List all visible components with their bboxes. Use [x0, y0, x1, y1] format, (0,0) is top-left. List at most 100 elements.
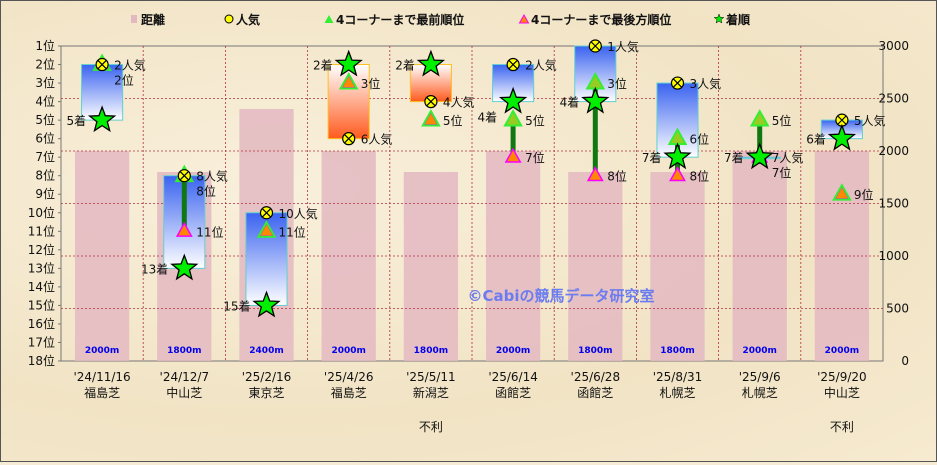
- front-position-marker: [832, 183, 852, 201]
- rear-position-label: 9位: [854, 187, 874, 202]
- finish-label: 5着: [66, 113, 86, 128]
- front-position-label: 5位: [525, 113, 545, 128]
- front-position-marker: [421, 109, 441, 127]
- front-position-label: 3位: [607, 76, 627, 91]
- popularity-label: 7人気: [772, 150, 804, 165]
- popularity-x-icon: [344, 134, 354, 144]
- left-axis-tick: 18位: [28, 353, 55, 368]
- legend-label: 4コーナーまで最後方順位: [531, 12, 671, 27]
- finish-label: 2着: [313, 58, 333, 73]
- legend-finish-icon: [713, 13, 725, 24]
- x-axis-date: '25/5/11: [406, 370, 456, 384]
- left-axis-tick: 11位: [28, 223, 55, 238]
- legend-popularity-icon: [224, 14, 234, 24]
- right-axis-tick: 1500: [878, 197, 909, 211]
- x-axis-date: '25/4/26: [324, 370, 374, 384]
- rear-position-marker: [504, 147, 522, 163]
- popularity-label: 4人気: [443, 95, 475, 110]
- left-axis-tick: 3位: [35, 75, 55, 90]
- left-axis-tick: 12位: [28, 242, 55, 257]
- left-axis-tick: 7位: [35, 149, 55, 164]
- left-axis-tick: 13位: [28, 260, 55, 275]
- x-axis-course: 中山芝: [166, 385, 202, 400]
- legend-label: 着順: [725, 12, 751, 27]
- left-axis-tick: 2位: [35, 57, 55, 72]
- x-axis-date: '25/6/28: [571, 370, 621, 384]
- right-axis-tick: 0: [901, 354, 909, 368]
- right-axis-tick: 2000: [878, 144, 909, 158]
- rear-position-marker: [175, 221, 193, 237]
- left-axis-tick: 5位: [35, 112, 55, 127]
- x-axis-course: 新潟芝: [413, 385, 449, 400]
- legend-rear-icon: [518, 13, 530, 24]
- x-axis-course: 福島芝: [331, 385, 367, 400]
- finish-star-icon: [581, 86, 610, 114]
- right-axis-tick: 2500: [878, 92, 909, 106]
- legend-label: 距離: [141, 12, 165, 27]
- popularity-label: 6人気: [361, 132, 393, 147]
- rear-position-label: 11位: [279, 224, 306, 239]
- finish-star-icon: [334, 49, 363, 77]
- finish-star-icon: [827, 123, 857, 151]
- left-axis-tick: 16位: [28, 316, 55, 331]
- finish-star-icon: [663, 142, 692, 170]
- rear-position-label: 8位: [690, 169, 710, 184]
- race-note: 不利: [830, 420, 854, 434]
- distance-bar: [403, 172, 459, 361]
- front-position-label: 6位: [690, 132, 710, 147]
- distance-label: 1800m: [414, 346, 448, 356]
- legend-distance-icon: [131, 15, 137, 23]
- legend-label: 4コーナーまで最前順位: [336, 12, 464, 27]
- x-axis-course: 札幌芝: [659, 385, 695, 400]
- popularity-x-icon: [97, 60, 107, 69]
- finish-star-icon: [745, 142, 774, 170]
- front-position-label: 8位: [196, 184, 216, 199]
- popularity-label: 3人気: [690, 76, 722, 91]
- finish-label: 7着: [642, 150, 662, 165]
- x-axis-course: 福島芝: [84, 385, 120, 400]
- popularity-x-icon: [590, 41, 600, 51]
- left-axis-tick: 10位: [28, 205, 55, 220]
- finish-label: 4着: [560, 95, 580, 110]
- rear-position-label: 3位: [361, 76, 381, 91]
- left-axis-tick: 1位: [35, 38, 55, 53]
- distance-label: 2000m: [825, 346, 859, 356]
- x-axis-course: 中山芝: [824, 385, 860, 400]
- distance-label: 2400m: [249, 346, 283, 356]
- finish-star-icon: [498, 86, 528, 114]
- distance-label: 2000m: [496, 346, 530, 356]
- left-axis-tick: 8位: [35, 168, 55, 183]
- distance-bar: [568, 172, 623, 361]
- left-axis-tick: 9位: [35, 186, 55, 201]
- x-axis-date: '25/9/20: [817, 370, 867, 384]
- rear-position-label: 8位: [607, 169, 627, 184]
- distance-label: 1800m: [167, 346, 201, 356]
- rear-position-label: 5位: [443, 113, 463, 128]
- finish-star-icon: [87, 105, 117, 133]
- race-note: 不利: [419, 420, 443, 434]
- finish-label: 13着: [141, 261, 168, 276]
- x-axis-course: 札幌芝: [742, 385, 778, 400]
- x-axis-date: '25/8/31: [653, 370, 703, 384]
- popularity-label: 10人気: [279, 206, 318, 221]
- finish-star-icon: [252, 290, 281, 318]
- finish-star-icon: [170, 253, 199, 281]
- x-axis-course: 函館芝: [495, 385, 531, 400]
- right-axis-tick: 500: [886, 302, 909, 316]
- finish-label: 7着: [724, 150, 744, 165]
- distance-label: 2000m: [331, 346, 365, 356]
- distance-bar: [650, 172, 705, 361]
- x-axis-course: 東京芝: [248, 385, 284, 400]
- legend-front-icon: [324, 15, 334, 23]
- finish-label: 4着: [477, 110, 497, 125]
- watermark: ©Cabiの競馬データ研究室: [467, 287, 654, 305]
- x-axis-date: '24/12/7: [160, 370, 210, 384]
- popularity-label: 8人気: [196, 169, 228, 184]
- finish-label: 2着: [395, 58, 415, 73]
- rear-position-marker: [669, 166, 686, 182]
- left-axis-tick: 17位: [28, 334, 55, 349]
- popularity-label: 1人気: [607, 39, 639, 54]
- left-axis-tick: 15位: [28, 297, 55, 312]
